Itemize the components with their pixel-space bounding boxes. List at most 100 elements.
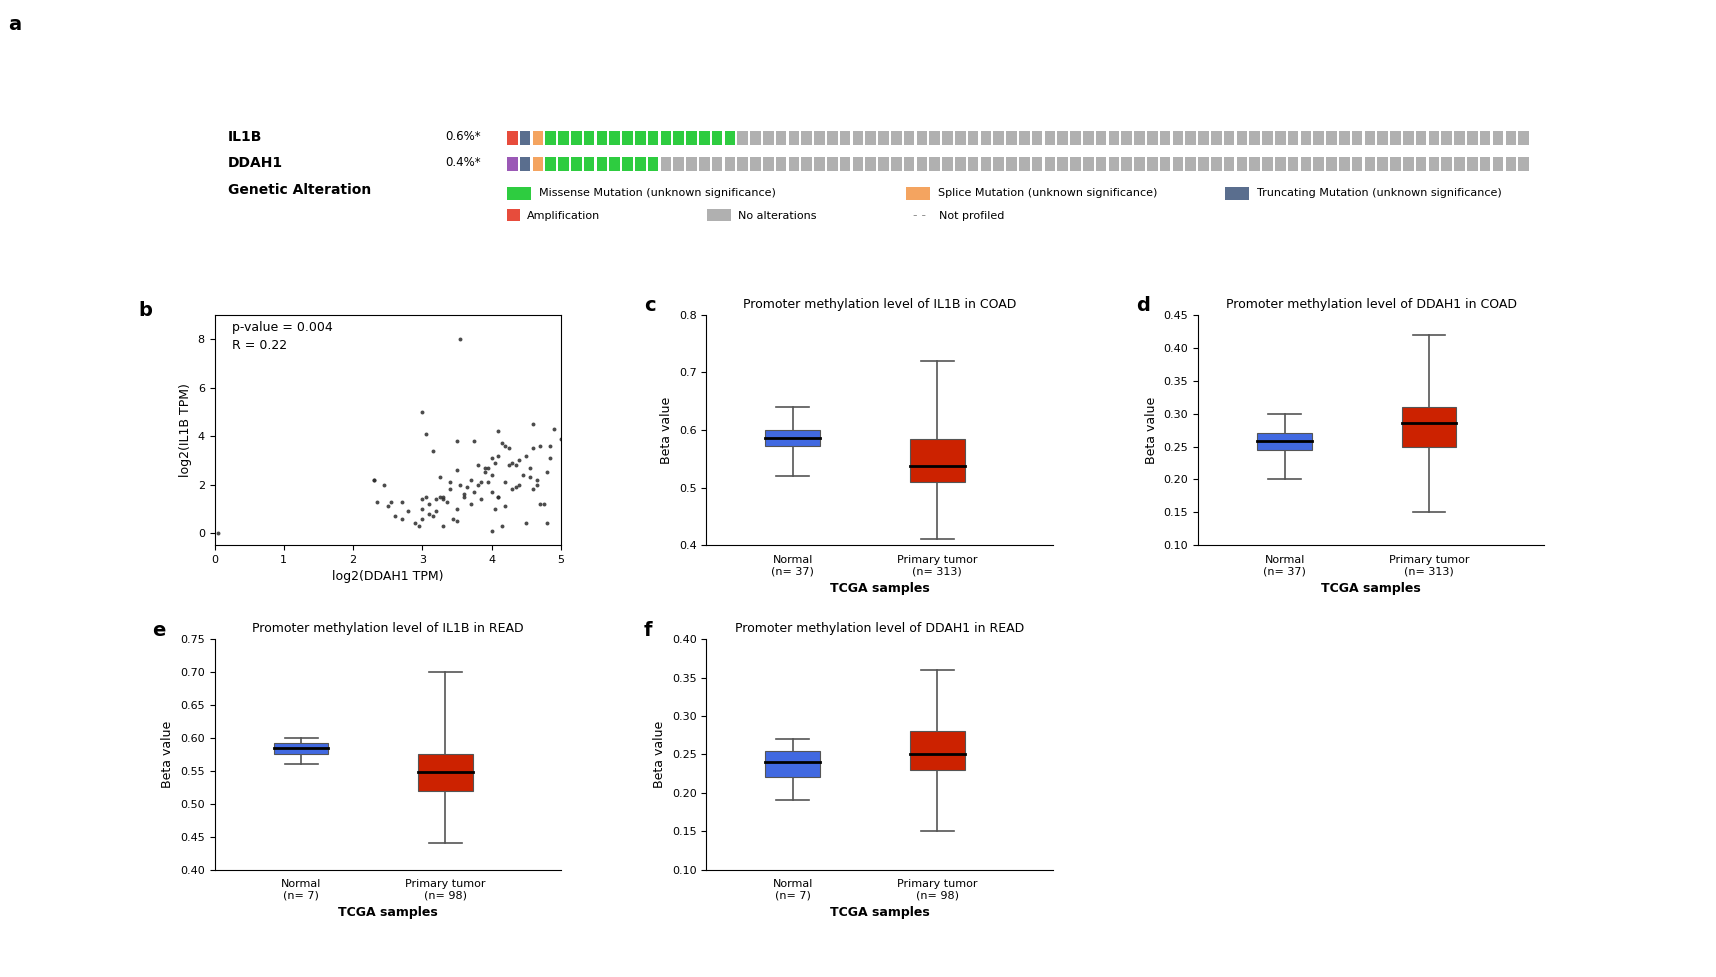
Bar [801,157,812,171]
Bar [661,157,671,171]
Bar [738,157,748,171]
Bar [1249,131,1260,145]
Point [388,493,415,509]
Point [551,484,578,499]
Bar [916,131,927,145]
Bar [1404,131,1414,145]
Point [204,526,232,541]
Point [443,433,470,448]
Bar [1467,157,1477,171]
Point [426,488,453,504]
Point [506,477,534,492]
Point [388,511,415,527]
Point [463,477,491,492]
Bar [609,131,619,145]
Point [510,467,537,483]
Bar [1198,131,1208,145]
Point [443,462,470,478]
Text: DDAH1: DDAH1 [228,156,283,170]
Text: No alterations: No alterations [738,211,817,221]
Bar [1045,131,1055,145]
Bar [1045,157,1055,171]
X-axis label: TCGA samples: TCGA samples [338,907,438,919]
Point [474,475,501,490]
Bar [1275,157,1285,171]
Bar [419,754,474,790]
Bar [1122,157,1133,171]
Bar [558,131,568,145]
Point [460,484,487,499]
Bar [906,187,930,200]
Bar [1071,157,1081,171]
Point [527,496,554,512]
Bar [1019,131,1030,145]
Point [429,491,456,507]
Bar [1172,157,1184,171]
Bar [1275,131,1285,145]
Bar [1224,157,1234,171]
Bar [879,157,889,171]
Bar [1289,157,1299,171]
Bar [1352,131,1363,145]
Bar [532,131,544,145]
Point [456,472,484,488]
Bar [750,131,760,145]
Bar [1453,131,1465,145]
Bar [649,131,659,145]
Bar [712,131,722,145]
Point [360,472,388,488]
Point [422,491,450,507]
Bar [1326,157,1337,171]
Point [450,488,477,504]
Point [415,506,443,522]
Point [484,488,511,504]
Point [492,438,520,453]
Point [496,457,523,473]
Bar [1402,407,1457,446]
Text: Amplification: Amplification [527,211,601,221]
Bar [764,131,774,145]
Y-axis label: Beta value: Beta value [1145,397,1158,464]
Text: d: d [1136,296,1150,316]
Text: Genetic Alteration: Genetic Alteration [228,183,371,196]
Bar [1338,131,1349,145]
Bar [597,131,607,145]
Point [436,482,463,497]
Bar [1479,157,1491,171]
Bar [571,131,582,145]
Bar [1352,157,1363,171]
Bar [1172,131,1184,145]
X-axis label: TCGA samples: TCGA samples [829,582,930,595]
Point [520,416,547,432]
Point [470,460,498,476]
Bar [1258,434,1313,449]
Point [419,443,446,458]
Bar [698,157,710,171]
Y-axis label: Beta value: Beta value [654,721,666,788]
Bar [980,157,992,171]
Bar [520,131,530,145]
Bar [1467,131,1477,145]
Text: R = 0.22: R = 0.22 [232,339,287,353]
Bar [1031,157,1042,171]
Bar [583,157,594,171]
Bar [1429,131,1440,145]
Point [378,493,405,509]
Bar [1263,131,1273,145]
Bar [1404,157,1414,171]
Point [412,426,439,442]
Point [537,438,565,453]
Bar [649,157,659,171]
Bar [1006,157,1018,171]
Bar [597,157,607,171]
Bar [1416,157,1426,171]
Point [520,441,547,456]
Bar [1338,157,1349,171]
Bar [1301,157,1311,171]
Point [517,470,544,486]
Bar [909,732,964,770]
Point [492,475,520,490]
Point [453,479,480,494]
Bar [1364,157,1375,171]
Point [520,482,547,497]
